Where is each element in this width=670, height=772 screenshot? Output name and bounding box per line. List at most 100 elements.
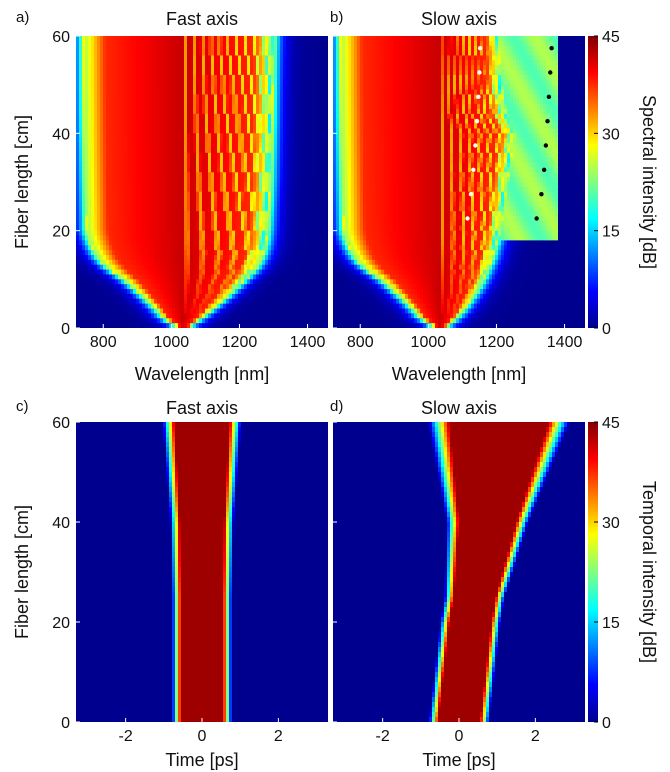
heatmap-cell (295, 45, 299, 52)
heatmap-cell (172, 264, 176, 271)
heatmap-cell (166, 123, 170, 130)
heatmap-cell (304, 211, 308, 217)
heatmap-cell (304, 74, 308, 81)
heatmap-cell (190, 191, 194, 198)
heatmap-cell (154, 225, 158, 232)
heatmap-cell (202, 182, 206, 188)
heatmap-cell (202, 133, 206, 139)
heatmap-cell (148, 99, 152, 105)
heatmap-cell (97, 157, 101, 164)
heatmap-cell (94, 186, 98, 193)
heatmap-cell (106, 284, 110, 290)
heatmap-cell (214, 157, 218, 164)
heatmap-cell (115, 206, 119, 212)
heatmap-cell (217, 225, 221, 232)
heatmap-cell (286, 240, 290, 246)
heatmap-cell (181, 230, 185, 237)
heatmap-cell (307, 186, 311, 193)
heatmap-cell (301, 284, 305, 290)
heatmap-cell (205, 55, 209, 61)
heatmap-cell (157, 235, 161, 241)
heatmap-cell (103, 323, 107, 328)
heatmap-cell (199, 269, 203, 276)
heatmap-cell (100, 70, 104, 76)
heatmap-cell (154, 250, 158, 256)
heatmap-cell (262, 201, 266, 207)
heatmap-cell (196, 79, 200, 86)
heatmap-cell (205, 298, 209, 305)
heatmap-cell (85, 293, 89, 300)
heatmap-cell (79, 55, 83, 61)
heatmap-cell (298, 191, 302, 198)
heatmap-cell (223, 162, 227, 168)
heatmap-cell (82, 201, 86, 207)
heatmap-cell (175, 55, 179, 61)
heatmap-cell (136, 133, 140, 139)
heatmap-cell (145, 84, 149, 91)
heatmap-cell (124, 60, 128, 66)
heatmap-cell (253, 211, 257, 217)
heatmap-cell (247, 211, 251, 217)
heatmap-cell (187, 99, 191, 105)
heatmap-cell (151, 182, 155, 188)
heatmap-cell (163, 113, 167, 120)
heatmap-cell (166, 201, 170, 207)
heatmap-cell (262, 308, 266, 314)
heatmap-cell (223, 269, 227, 276)
heatmap-cell (199, 206, 203, 212)
heatmap-cell (115, 162, 119, 168)
heatmap-cell (82, 313, 86, 319)
heatmap-cell (277, 313, 281, 319)
heatmap-cell (199, 313, 203, 319)
heatmap-cell (247, 143, 251, 149)
heatmap-cell (139, 298, 143, 305)
heatmap-cell (109, 313, 113, 319)
heatmap-cell (325, 269, 328, 276)
heatmap-cell (280, 259, 284, 266)
heatmap-cell (97, 70, 101, 76)
heatmap-cell (127, 177, 131, 183)
heatmap-cell (241, 225, 245, 232)
heatmap-cell (229, 50, 233, 57)
heatmap-cell (220, 245, 224, 251)
heatmap-cell (88, 191, 92, 198)
heatmap-cell (181, 109, 185, 115)
heatmap-cell (238, 50, 242, 57)
heatmap-cell (313, 240, 317, 246)
heatmap-cell (313, 94, 317, 100)
heatmap-cell (118, 74, 122, 81)
heatmap-cell (304, 313, 308, 319)
heatmap-cell (190, 65, 194, 71)
heatmap-cell (118, 250, 122, 256)
heatmap-cell (160, 138, 164, 144)
heatmap-cell (208, 216, 212, 222)
heatmap-cell (310, 186, 314, 193)
heatmap-cell (313, 123, 317, 130)
heatmap-cell (211, 133, 215, 139)
heatmap-cell (76, 235, 80, 241)
heatmap-cell (103, 255, 107, 261)
heatmap-cell (124, 264, 128, 271)
heatmap-cell (199, 293, 203, 300)
heatmap-cell (124, 186, 128, 193)
heatmap-cell (313, 293, 317, 300)
heatmap-cell (301, 133, 305, 139)
heatmap-cell (76, 308, 80, 314)
heatmap-cell (265, 94, 269, 100)
heatmap-cell (133, 245, 137, 251)
heatmap-cell (208, 89, 212, 95)
heatmap-cell (133, 264, 137, 271)
heatmap-cell (325, 220, 328, 227)
heatmap-cell (121, 245, 125, 251)
heatmap-cell (307, 196, 311, 203)
heatmap-cell (157, 143, 161, 149)
heatmap-cell (307, 250, 311, 256)
heatmap-cell (310, 201, 314, 207)
heatmap-cell (226, 104, 230, 110)
heatmap-cell (196, 186, 200, 193)
heatmap-cell (130, 186, 134, 193)
heatmap-cell (118, 269, 122, 276)
heatmap-cell (133, 133, 137, 139)
heatmap-cell (151, 128, 155, 134)
heatmap-cell (193, 118, 197, 125)
